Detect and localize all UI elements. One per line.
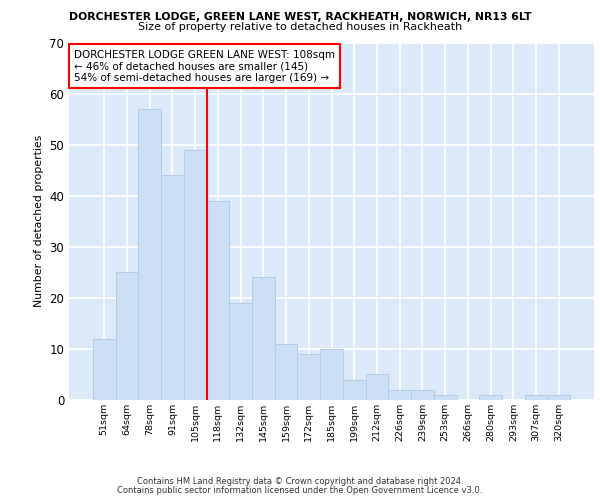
- Bar: [298, 354, 320, 400]
- Text: Contains HM Land Registry data © Crown copyright and database right 2024.: Contains HM Land Registry data © Crown c…: [137, 477, 463, 486]
- Y-axis label: Number of detached properties: Number of detached properties: [34, 135, 44, 308]
- Bar: [139, 109, 161, 400]
- Bar: [343, 380, 365, 400]
- Bar: [275, 344, 298, 400]
- Bar: [320, 349, 343, 400]
- Bar: [161, 176, 184, 400]
- Bar: [116, 272, 139, 400]
- Text: Size of property relative to detached houses in Rackheath: Size of property relative to detached ho…: [138, 22, 462, 32]
- Text: Contains public sector information licensed under the Open Government Licence v3: Contains public sector information licen…: [118, 486, 482, 495]
- Bar: [411, 390, 434, 400]
- Bar: [184, 150, 206, 400]
- Bar: [524, 395, 547, 400]
- Bar: [479, 395, 502, 400]
- Text: DORCHESTER LODGE GREEN LANE WEST: 108sqm
← 46% of detached houses are smaller (1: DORCHESTER LODGE GREEN LANE WEST: 108sqm…: [74, 50, 335, 83]
- Bar: [434, 395, 457, 400]
- Bar: [252, 278, 275, 400]
- Text: DORCHESTER LODGE, GREEN LANE WEST, RACKHEATH, NORWICH, NR13 6LT: DORCHESTER LODGE, GREEN LANE WEST, RACKH…: [69, 12, 531, 22]
- Bar: [547, 395, 570, 400]
- Bar: [365, 374, 388, 400]
- Bar: [206, 201, 229, 400]
- Bar: [93, 338, 116, 400]
- Bar: [229, 303, 252, 400]
- Bar: [388, 390, 411, 400]
